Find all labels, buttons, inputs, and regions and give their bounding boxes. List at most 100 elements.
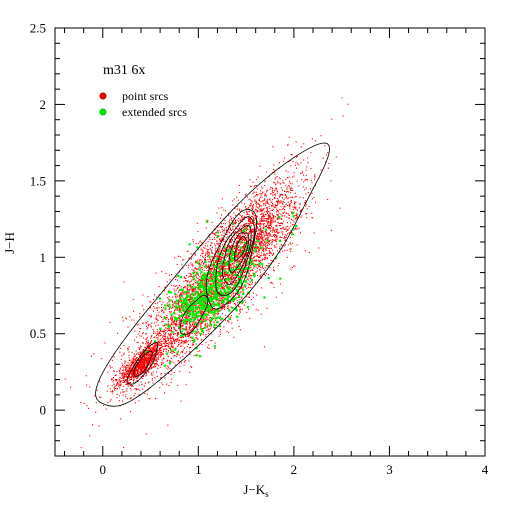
point-src [255, 241, 257, 243]
point-src [135, 360, 137, 362]
point-src [260, 228, 262, 230]
point-src [239, 250, 241, 252]
point-src [275, 206, 277, 208]
point-src [118, 380, 120, 382]
point-src [209, 319, 211, 321]
point-src [259, 245, 261, 247]
point-src [210, 268, 212, 270]
point-src [198, 307, 200, 309]
point-src [236, 208, 238, 210]
point-src [238, 288, 240, 290]
point-src [231, 270, 233, 272]
point-src [125, 374, 127, 376]
point-src [158, 357, 160, 359]
point-src [222, 313, 224, 315]
point-src [234, 214, 236, 216]
point-src [110, 399, 112, 401]
point-src [241, 230, 243, 232]
point-src [224, 255, 226, 257]
point-src [205, 275, 207, 277]
point-src [287, 213, 289, 215]
point-src [202, 274, 204, 276]
point-src [216, 259, 218, 261]
point-src [252, 181, 254, 183]
point-src [187, 267, 189, 269]
point-src [127, 381, 129, 383]
point-src [242, 291, 244, 293]
point-src [165, 345, 167, 347]
point-src [254, 263, 256, 265]
point-src [122, 372, 124, 374]
point-src [205, 323, 207, 325]
point-src [107, 385, 109, 387]
point-src [149, 342, 151, 344]
point-src [230, 298, 232, 300]
point-src [206, 316, 208, 318]
point-src [175, 276, 177, 278]
point-src [281, 194, 283, 196]
point-src [189, 281, 191, 283]
point-src [179, 318, 181, 320]
point-src [162, 334, 164, 336]
point-src [150, 316, 152, 318]
point-src [160, 353, 162, 355]
point-src [123, 365, 125, 367]
point-src [190, 330, 192, 332]
point-src [242, 247, 244, 249]
point-src [280, 194, 282, 196]
point-src [125, 370, 127, 372]
point-src [189, 346, 191, 348]
point-src [134, 354, 136, 356]
point-src [180, 286, 182, 288]
point-src [181, 341, 183, 343]
point-src [182, 323, 184, 325]
point-src [252, 250, 254, 252]
point-src [240, 286, 242, 288]
point-src [179, 296, 181, 298]
point-src [120, 392, 122, 394]
point-src [126, 368, 128, 370]
point-src [126, 318, 128, 320]
point-src [209, 320, 211, 322]
point-src [206, 322, 208, 324]
point-src [252, 212, 254, 214]
point-src [154, 352, 156, 354]
point-src [210, 333, 212, 335]
point-src [300, 209, 302, 211]
point-src [194, 288, 196, 290]
point-src [218, 270, 220, 272]
point-src [258, 266, 260, 268]
point-src [276, 204, 278, 206]
point-src [98, 396, 100, 398]
point-src [265, 267, 267, 269]
point-src [143, 342, 145, 344]
point-src [196, 261, 198, 263]
point-src [248, 296, 250, 298]
point-src [114, 385, 116, 387]
point-src [276, 235, 278, 237]
point-src [218, 229, 220, 231]
point-src [218, 256, 220, 258]
point-src [173, 328, 175, 330]
point-src [262, 268, 264, 270]
point-src [183, 281, 185, 283]
point-src [174, 343, 176, 345]
point-src [175, 297, 177, 299]
point-src [218, 260, 220, 262]
point-src [170, 330, 172, 332]
point-src [290, 192, 292, 194]
point-src [232, 200, 234, 202]
point-src [123, 376, 125, 378]
point-src [158, 365, 160, 367]
point-src [202, 257, 204, 259]
point-src [233, 301, 235, 303]
point-src [254, 226, 256, 228]
point-src [201, 344, 203, 346]
point-src [182, 336, 184, 338]
point-src [254, 242, 256, 244]
point-src [158, 351, 160, 353]
point-src [252, 272, 254, 274]
point-src [214, 229, 216, 231]
point-src [236, 299, 238, 301]
point-src [186, 275, 188, 277]
